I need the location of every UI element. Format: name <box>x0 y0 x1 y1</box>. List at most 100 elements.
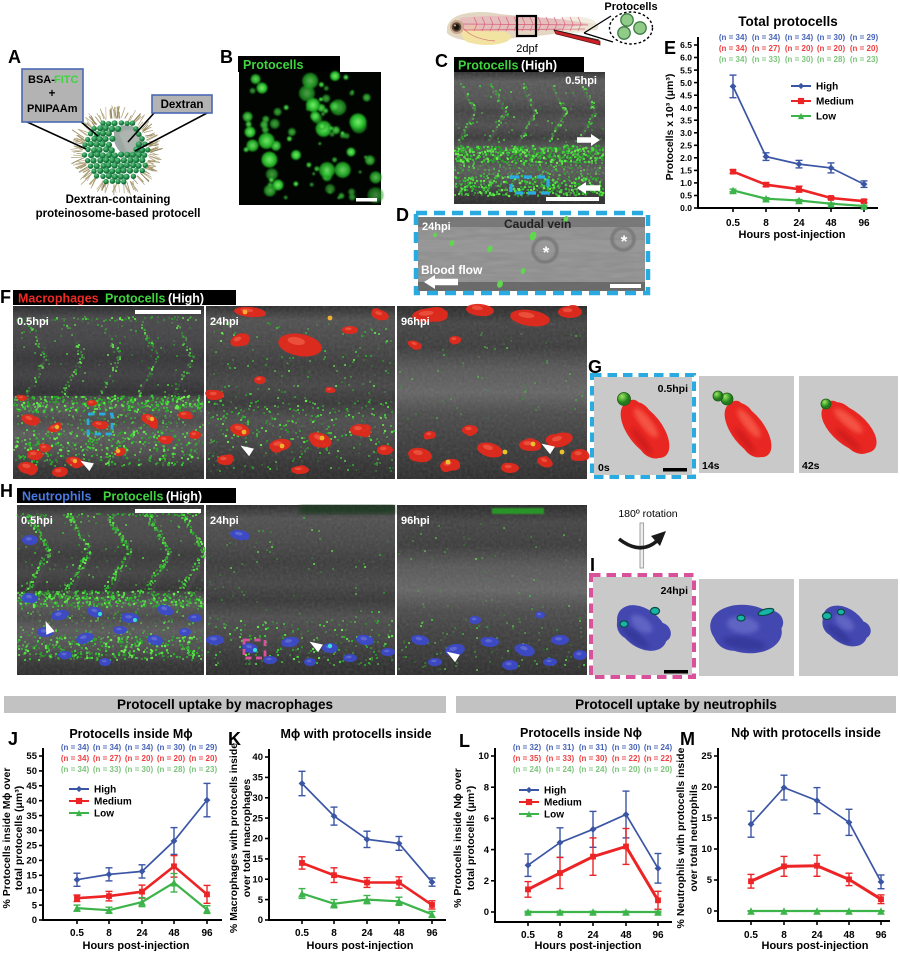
svg-text:Medium: Medium <box>94 797 132 808</box>
svg-text:96: 96 <box>652 930 664 941</box>
svg-text:96: 96 <box>875 930 887 941</box>
svg-text:D: D <box>396 205 409 225</box>
svg-text:96hpi: 96hpi <box>401 515 430 527</box>
svg-text:(n = 20): (n = 20) <box>644 765 673 774</box>
svg-text:35: 35 <box>252 773 263 784</box>
svg-text:5.0: 5.0 <box>680 78 692 88</box>
svg-text:0: 0 <box>32 915 37 926</box>
svg-text:% Protocells inside Mϕ over: % Protocells inside Mϕ over <box>1 768 13 909</box>
svg-text:96: 96 <box>858 218 870 229</box>
svg-text:24hpi: 24hpi <box>422 221 451 233</box>
svg-text:BSA-: BSA- <box>28 74 55 86</box>
svg-text:6.5: 6.5 <box>680 40 692 50</box>
svg-text:0: 0 <box>484 907 489 918</box>
svg-text:(n = 33): (n = 33) <box>546 754 575 763</box>
svg-text:8: 8 <box>484 782 489 793</box>
svg-text:0.5: 0.5 <box>744 930 758 941</box>
svg-text:(n = 34): (n = 34) <box>61 743 90 752</box>
svg-text:0.5hpi: 0.5hpi <box>17 316 49 328</box>
svg-text:Macrophages: Macrophages <box>18 292 99 306</box>
svg-text:(n = 28): (n = 28) <box>157 765 186 774</box>
svg-text:(n = 30): (n = 30) <box>579 754 608 763</box>
svg-text:24: 24 <box>361 928 373 939</box>
svg-text:Hours post-injection: Hours post-injection <box>762 940 869 951</box>
svg-text:24hpi: 24hpi <box>661 585 689 597</box>
svg-text:42s: 42s <box>802 460 820 472</box>
svg-text:% Macrophages with protocells: % Macrophages with protocells inside <box>228 743 240 933</box>
svg-text:180º rotation: 180º rotation <box>618 508 677 520</box>
svg-text:48: 48 <box>825 218 837 229</box>
svg-text:FITC: FITC <box>54 74 78 86</box>
svg-text:(n = 30): (n = 30) <box>612 743 641 752</box>
svg-text:(n = 31): (n = 31) <box>579 743 608 752</box>
svg-text:4.0: 4.0 <box>680 103 692 113</box>
svg-text:total protocells (μm³): total protocells (μm³) <box>13 786 25 890</box>
svg-text:Hours post-injection: Hours post-injection <box>535 940 642 951</box>
svg-text:J: J <box>8 729 18 749</box>
svg-text:20: 20 <box>26 856 37 867</box>
svg-text:25: 25 <box>252 813 263 824</box>
svg-text:24: 24 <box>136 928 148 939</box>
svg-text:15: 15 <box>252 854 263 865</box>
svg-text:Protocells: Protocells <box>105 292 165 306</box>
svg-text:0.5hpi: 0.5hpi <box>21 515 53 527</box>
svg-text:6: 6 <box>484 814 489 825</box>
svg-text:total protocells (μm³): total protocells (μm³) <box>465 786 477 890</box>
svg-text:2dpf: 2dpf <box>516 43 538 55</box>
svg-text:(n = 20): (n = 20) <box>612 765 641 774</box>
svg-text:C: C <box>435 51 448 71</box>
svg-text:(n = 33): (n = 33) <box>752 55 781 64</box>
svg-text:25: 25 <box>26 841 37 852</box>
svg-text:L: L <box>459 731 470 751</box>
svg-text:(n = 34): (n = 34) <box>719 33 748 42</box>
svg-text:96: 96 <box>201 928 213 939</box>
svg-text:3.5: 3.5 <box>680 115 692 125</box>
svg-text:24hpi: 24hpi <box>210 515 239 527</box>
svg-text:40: 40 <box>26 796 37 807</box>
svg-text:0.5: 0.5 <box>726 218 740 229</box>
svg-text:4: 4 <box>484 845 490 856</box>
svg-text:8: 8 <box>106 928 112 939</box>
svg-text:5.5: 5.5 <box>680 65 692 75</box>
svg-text:Neutrophils: Neutrophils <box>22 490 91 504</box>
svg-text:0s: 0s <box>598 462 610 474</box>
svg-text:2.5: 2.5 <box>680 141 692 151</box>
svg-text:Protocells: Protocells <box>458 59 518 73</box>
svg-text:over total macrophages: over total macrophages <box>241 779 253 898</box>
svg-text:F: F <box>0 287 11 307</box>
svg-text:10: 10 <box>701 844 712 855</box>
svg-text:(n = 20): (n = 20) <box>850 44 879 53</box>
svg-text:15: 15 <box>26 870 37 881</box>
svg-text:(n = 22): (n = 22) <box>644 754 673 763</box>
svg-text:Protocells: Protocells <box>604 1 657 13</box>
svg-text:10: 10 <box>26 885 37 896</box>
svg-text:% Protocells inside Nϕ over: % Protocells inside Nϕ over <box>452 768 464 908</box>
svg-text:50: 50 <box>26 766 37 777</box>
svg-text:Caudal vein: Caudal vein <box>504 217 571 231</box>
svg-text:Medium: Medium <box>544 798 582 809</box>
svg-text:(n = 30): (n = 30) <box>817 33 846 42</box>
svg-text:Hours post-injection: Hours post-injection <box>83 940 190 951</box>
svg-text:20: 20 <box>252 834 263 845</box>
svg-text:Total protocells: Total protocells <box>738 14 838 29</box>
svg-text:Nϕ with protocells inside: Nϕ with protocells inside <box>731 726 881 740</box>
svg-text:(High): (High) <box>166 490 202 504</box>
svg-text:0.5hpi: 0.5hpi <box>658 383 688 395</box>
svg-text:14s: 14s <box>702 460 720 472</box>
svg-text:0.5: 0.5 <box>521 930 535 941</box>
svg-text:(n = 34): (n = 34) <box>125 743 154 752</box>
svg-text:Hours post-injection: Hours post-injection <box>307 940 414 951</box>
svg-text:B: B <box>220 47 233 67</box>
svg-text:(n = 20): (n = 20) <box>189 754 218 763</box>
svg-text:5: 5 <box>32 900 38 911</box>
svg-text:35: 35 <box>26 811 37 822</box>
svg-text:30: 30 <box>252 793 263 804</box>
svg-text:5: 5 <box>707 875 713 886</box>
svg-text:(n = 34): (n = 34) <box>719 55 748 64</box>
svg-text:96hpi: 96hpi <box>401 316 430 328</box>
svg-text:(n = 24): (n = 24) <box>644 743 673 752</box>
svg-text:(n = 30): (n = 30) <box>157 743 186 752</box>
svg-text:45: 45 <box>26 781 37 792</box>
svg-text:Medium: Medium <box>816 97 854 108</box>
svg-text:3.0: 3.0 <box>680 128 692 138</box>
